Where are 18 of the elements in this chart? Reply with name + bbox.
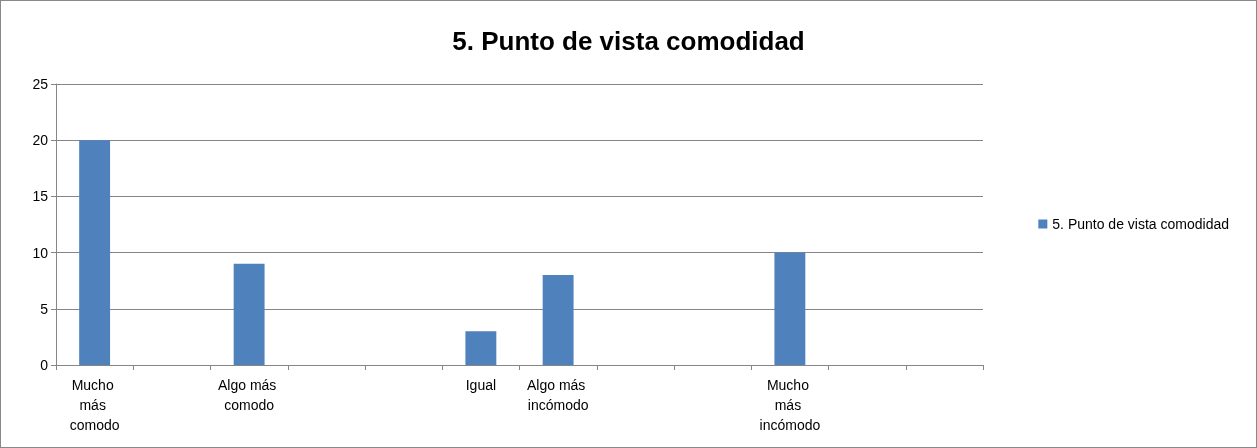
y-tick-label: 20: [32, 132, 49, 149]
x-tick-label: Algo más comodo: [218, 377, 281, 413]
y-tick-label: 10: [32, 244, 49, 261]
x-tick-label: Mucho más comodo: [69, 377, 120, 433]
bar: [465, 331, 497, 365]
y-tick-label: 15: [32, 188, 49, 205]
chart-title: 5. Punto de vista comodidad: [452, 26, 805, 56]
y-tick-label: 25: [32, 76, 49, 92]
bar: [233, 263, 265, 365]
y-tick-label: 5: [40, 300, 49, 317]
y-tick-label: 0: [40, 357, 49, 373]
bar: [542, 275, 574, 365]
x-tick-label: Igual: [465, 377, 497, 393]
legend-label: 5. Punto de vista comodidad: [1052, 216, 1229, 232]
x-tick-label: Algo más incómodo: [527, 377, 590, 413]
bar: [79, 140, 111, 365]
x-tick-label: Mucho más incómodo: [759, 377, 821, 433]
bar: [774, 252, 806, 365]
